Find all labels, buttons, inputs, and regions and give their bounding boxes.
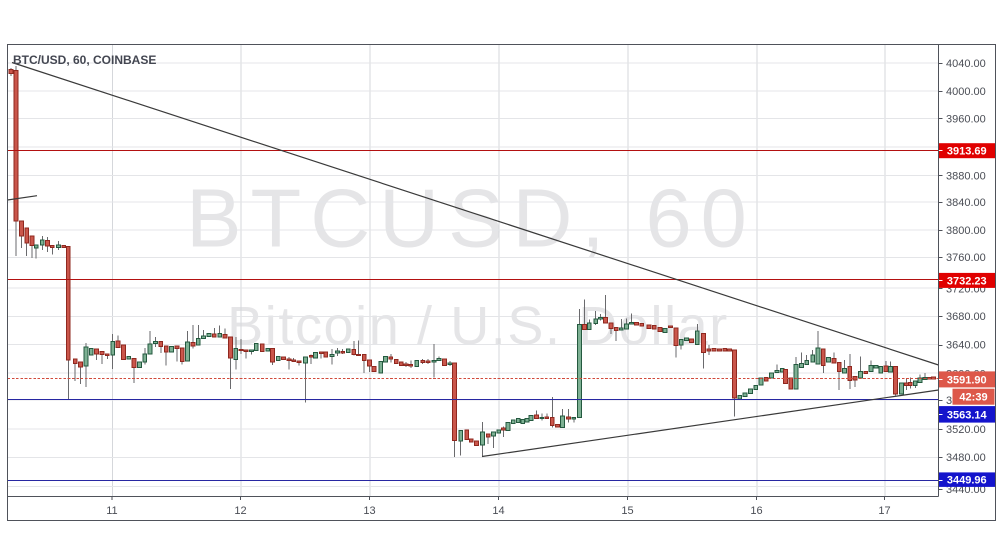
svg-text:3449.96: 3449.96 — [947, 475, 987, 487]
svg-text:42:39: 42:39 — [959, 392, 987, 404]
svg-text:BTC/USD, 60, COINBASE: BTC/USD, 60, COINBASE — [13, 53, 156, 67]
svg-text:3640.00: 3640.00 — [946, 340, 986, 352]
svg-text:3480.00: 3480.00 — [946, 452, 986, 464]
svg-text:3563.14: 3563.14 — [947, 409, 988, 421]
svg-text:3840.00: 3840.00 — [946, 197, 986, 209]
svg-text:3880.00: 3880.00 — [946, 170, 986, 182]
svg-text:3800.00: 3800.00 — [946, 225, 986, 237]
svg-text:11: 11 — [106, 505, 117, 517]
svg-text:3680.00: 3680.00 — [946, 311, 986, 323]
svg-text:BTCUSD, 60: BTCUSD, 60 — [186, 172, 756, 265]
svg-text:12: 12 — [234, 505, 246, 517]
svg-text:3960.00: 3960.00 — [946, 113, 986, 125]
svg-text:3520.00: 3520.00 — [946, 424, 986, 436]
svg-text:17: 17 — [878, 505, 890, 517]
svg-text:4000.00: 4000.00 — [946, 86, 986, 98]
svg-text:3913.69: 3913.69 — [947, 146, 987, 158]
svg-text:14: 14 — [492, 505, 504, 517]
svg-text:3760.00: 3760.00 — [946, 252, 986, 264]
svg-text:16: 16 — [750, 505, 762, 517]
svg-text:13: 13 — [363, 505, 375, 517]
svg-text:15: 15 — [621, 505, 633, 517]
svg-text:4040.00: 4040.00 — [946, 58, 986, 70]
svg-text:3732.23: 3732.23 — [947, 275, 987, 287]
svg-text:3591.90: 3591.90 — [947, 374, 987, 386]
